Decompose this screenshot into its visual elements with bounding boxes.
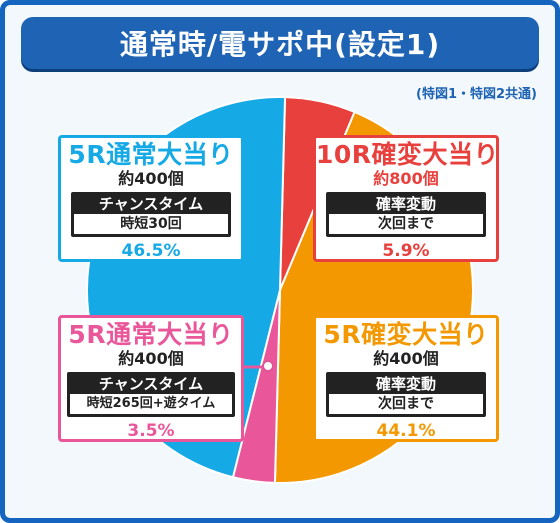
slice-balls-10r-kakuhen: 約800個 xyxy=(373,169,439,188)
slice-box-5r-tsujo-265: チャンスタイム 時短265回+遊タイム xyxy=(67,372,235,417)
slice-balls-5r-tsujo-30: 約400個 xyxy=(118,169,184,188)
leader-dot xyxy=(262,360,274,372)
slice-box-label-5r-tsujo-265: チャンスタイム xyxy=(98,375,204,393)
slice-box-label-5r-tsujo-30: チャンスタイム xyxy=(98,195,204,213)
slice-box-label-10r-kakuhen: 確率変動 xyxy=(375,195,436,213)
slice-box-value-5r-kakuhen: 次回まで xyxy=(329,394,483,414)
slice-box-label-5r-kakuhen: 確率変動 xyxy=(375,375,436,393)
slice-box-value-10r-kakuhen: 次回まで xyxy=(329,214,483,234)
slice-pct-5r-tsujo-265: 3.5% xyxy=(127,421,175,441)
slice-balls-5r-tsujo-265: 約400個 xyxy=(118,349,184,368)
slice-box-5r-tsujo-30: チャンスタイム 時短30回 xyxy=(71,192,231,237)
slice-label-5r-tsujo-30: 5R通常大当り xyxy=(68,140,234,169)
card-5r-kakuhen: 5R確変大当り 約400個 確率変動 次回まで 44.1% xyxy=(313,315,499,442)
slice-box-5r-kakuhen: 確率変動 次回まで xyxy=(326,372,486,417)
slice-pct-10r-kakuhen: 5.9% xyxy=(382,241,430,261)
slice-box-10r-kakuhen: 確率変動 次回まで xyxy=(326,192,486,237)
slice-pct-5r-kakuhen: 44.1% xyxy=(376,421,436,441)
title-bar: 通常時/電サポ中(設定1) xyxy=(21,17,539,69)
slice-box-value-5r-tsujo-30: 時短30回 xyxy=(74,214,228,234)
slice-balls-5r-kakuhen: 約400個 xyxy=(373,349,439,368)
chart-note: (特図1・特図2共通) xyxy=(416,87,537,102)
slice-label-5r-kakuhen: 5R確変大当り xyxy=(323,320,489,349)
slice-box-value-5r-tsujo-265: 時短265回+遊タイム xyxy=(70,394,232,414)
card-5r-tsujo-265: 5R通常大当り 約400個 チャンスタイム 時短265回+遊タイム 3.5% xyxy=(58,315,244,442)
card-10r-kakuhen: 10R確変大当り 約800個 確率変動 次回まで 5.9% xyxy=(313,135,499,262)
slice-pct-5r-tsujo-30: 46.5% xyxy=(121,241,181,261)
slice-label-5r-tsujo-265: 5R通常大当り xyxy=(68,320,234,349)
chart-title: 通常時/電サポ中(設定1) xyxy=(119,28,441,61)
card-5r-tsujo-30: 5R通常大当り 約400個 チャンスタイム 時短30回 46.5% xyxy=(58,135,244,262)
slice-label-10r-kakuhen: 10R確変大当り xyxy=(316,140,500,169)
